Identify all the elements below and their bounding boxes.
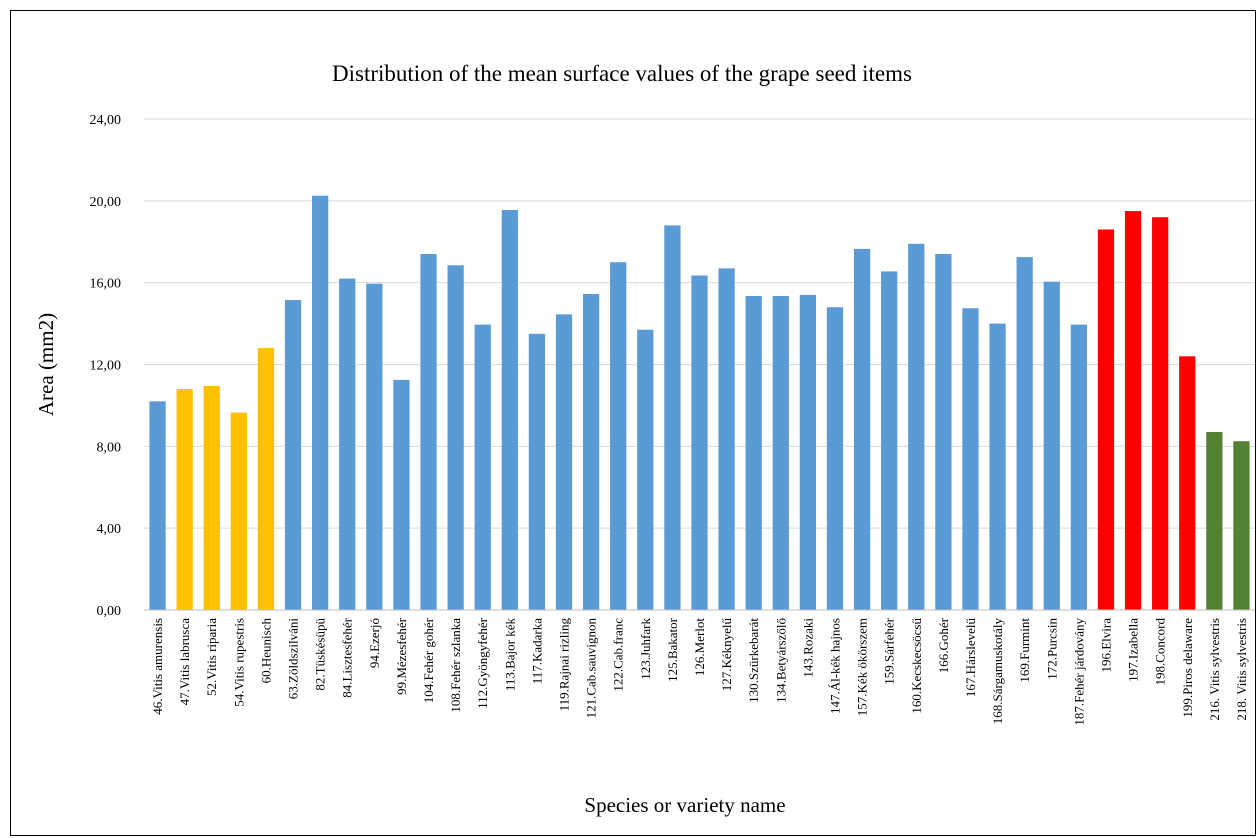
bar: [1206, 432, 1223, 610]
bar: [230, 412, 247, 610]
y-tick-labels: 0,00 4,00 8,00 12,00 16,00 20,00 24,00: [90, 113, 122, 619]
chart-title: Distribution of the mean surface values …: [332, 61, 912, 86]
x-tick-label: 127.Kéknyelű: [719, 618, 734, 692]
bar: [745, 295, 762, 610]
x-tick-label: 168.Sárgamuskotály: [990, 618, 1005, 725]
bar: [1233, 441, 1250, 610]
bar: [799, 294, 817, 610]
bar: [393, 379, 410, 610]
bar: [149, 401, 166, 610]
bar: [1070, 324, 1087, 610]
x-tick-label: 46.Vitis amurensis: [150, 618, 165, 715]
bar: [1016, 257, 1033, 610]
bar: [501, 210, 518, 610]
x-tick-label: 63.Zöldszilváni: [286, 618, 301, 700]
bar: [528, 333, 546, 610]
x-tick-label: 143.Rozaki: [800, 618, 815, 678]
bar: [312, 195, 329, 610]
x-tick-label: 216. Vitis sylvestris: [1207, 618, 1222, 721]
x-tick-label: 196.Elvira: [1098, 618, 1113, 673]
x-tick-label: 121.Cab.sauvignon: [584, 618, 599, 719]
bar: [1097, 229, 1115, 610]
x-tick-label: 112.Gyöngyfehér: [475, 617, 490, 709]
x-tick-label: 104.Fehér gohér: [421, 617, 436, 703]
y-tick-label: 8,00: [97, 440, 122, 455]
bar-chart: Distribution of the mean surface values …: [34, 61, 1255, 817]
x-axis-label: Species or variety name: [584, 793, 785, 817]
x-tick-label: 218. Vitis sylvestris: [1234, 618, 1249, 721]
bar: [637, 329, 654, 610]
x-tick-label: 199.Piros delaware: [1180, 618, 1195, 718]
bar: [203, 385, 220, 610]
y-tick-label: 24,00: [90, 113, 122, 128]
bar: [1043, 281, 1060, 610]
bar: [555, 314, 573, 610]
x-tick-label: 157.Kék ökörszem: [855, 618, 870, 716]
x-tick-label: 108.Fehér szlanka: [448, 618, 463, 713]
y-tick-label: 16,00: [90, 277, 122, 292]
bar: [718, 268, 735, 610]
x-tick-label: 125.Bakator: [665, 617, 680, 682]
x-tick-label: 113.Bajor kék: [502, 618, 517, 692]
x-tick-label: 52.Vitis riparia: [204, 618, 219, 696]
bar: [257, 348, 275, 610]
bar: [420, 254, 437, 610]
x-tick-label: 166.Gohér: [936, 617, 951, 673]
x-tick-label: 169.Furmint: [1017, 618, 1032, 683]
x-tick-label: 159.Sárfehér: [882, 617, 897, 684]
x-tick-label: 123.Juhfark: [638, 618, 653, 680]
bar: [772, 295, 789, 610]
x-tick-label: 160.Kecskecsöcsű: [909, 618, 924, 714]
bar: [691, 275, 708, 610]
x-tick-label: 119.Rajnai rizling: [557, 618, 572, 712]
y-tick-label: 0,00: [97, 604, 122, 619]
y-tick-label: 20,00: [90, 195, 122, 210]
x-tick-label: 60.Heunisch: [258, 618, 273, 684]
x-tick-label: 198.Concord: [1153, 618, 1168, 686]
x-tick-label: 54.Vitis rupestris: [231, 618, 246, 707]
x-tick-label: 172.Purcsin: [1044, 618, 1059, 680]
x-tick-label: 197.Izabella: [1126, 618, 1141, 682]
bar: [908, 243, 925, 610]
bar: [366, 283, 383, 610]
x-tick-label: 130.Szürkebarát: [746, 618, 761, 703]
x-tick-label: 94.Ezerjó: [367, 618, 382, 668]
x-tick-label: 187.Fehér járdovány: [1071, 618, 1086, 726]
bar: [1179, 356, 1196, 610]
y-tick-label: 4,00: [97, 522, 122, 537]
bar: [284, 300, 302, 610]
bar: [447, 265, 464, 610]
bar: [962, 308, 979, 610]
bar: [1124, 211, 1142, 610]
bar: [664, 225, 681, 610]
y-axis-label: Area (mm2): [34, 313, 58, 416]
x-tick-labels: 46.Vitis amurensis 47.Vitis labrusca 52.Vi…: [150, 617, 1249, 725]
bar: [582, 293, 600, 610]
x-tick-label: 126.Merlot: [692, 618, 707, 677]
bar: [176, 389, 193, 610]
x-tick-label: 147.Ál-kék hajnos: [827, 618, 842, 714]
x-tick-label: 167.Hárslevelű: [963, 618, 978, 698]
x-tick-label: 122.Cab.franc: [611, 618, 626, 692]
bar: [881, 271, 898, 610]
y-tick-label: 12,00: [90, 359, 122, 374]
bar: [853, 248, 871, 611]
bar: [826, 307, 844, 610]
bar: [474, 324, 491, 610]
bar: [1152, 217, 1169, 610]
x-tick-label: 82.Tüskésüpü: [313, 618, 328, 691]
bar: [989, 323, 1006, 610]
bar: [610, 262, 627, 610]
chart-frame: Distribution of the mean surface values …: [10, 10, 1256, 836]
bars: [149, 195, 1250, 611]
x-tick-label: 84.Lisztesfehér: [340, 617, 355, 697]
bar: [339, 278, 356, 610]
x-tick-label: 47.Vitis labrusca: [177, 618, 192, 706]
x-tick-label: 99.Mézesfehér: [394, 617, 409, 695]
x-tick-label: 134.Betyárszőlő: [773, 618, 788, 703]
x-tick-label: 117.Kadarka: [529, 618, 544, 685]
bar: [935, 254, 952, 610]
